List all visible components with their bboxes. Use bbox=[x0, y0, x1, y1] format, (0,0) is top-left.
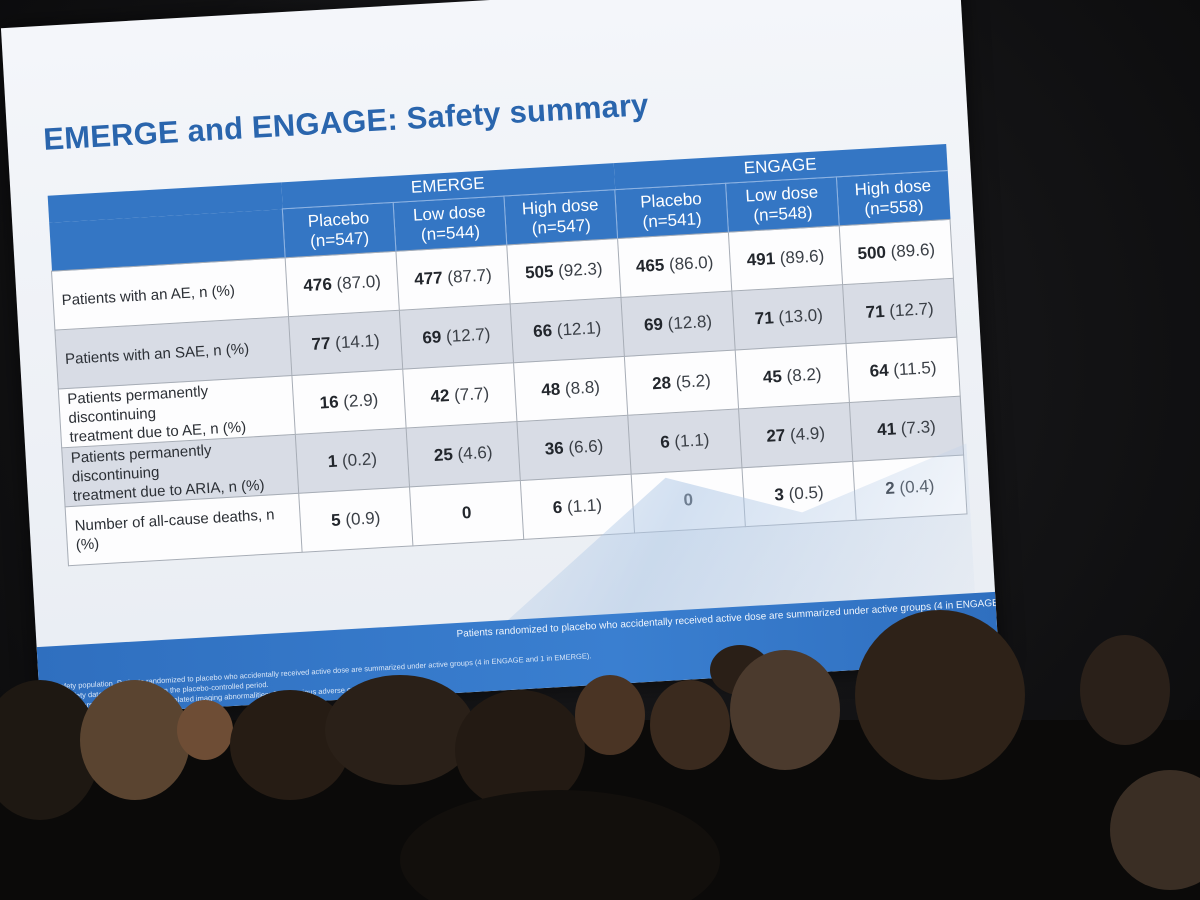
table-cell: 66 (12.1) bbox=[510, 297, 625, 363]
column-header: Low dose (n=548) bbox=[725, 176, 840, 233]
table-cell: 491 (89.6) bbox=[728, 225, 843, 292]
column-header: Low dose (n=544) bbox=[393, 196, 507, 252]
table-cell: 69 (12.8) bbox=[620, 291, 736, 357]
table-cell: 27 (4.9) bbox=[738, 402, 853, 468]
table-cell: 25 (4.6) bbox=[406, 421, 521, 487]
table-cell: 6 (1.1) bbox=[627, 408, 742, 475]
column-header: Placebo (n=541) bbox=[614, 183, 729, 239]
column-header: High dose (n=558) bbox=[836, 170, 951, 226]
column-header: Placebo (n=547) bbox=[282, 202, 396, 258]
table-cell: 77 (14.1) bbox=[288, 310, 403, 376]
column-header: High dose (n=547) bbox=[503, 189, 618, 245]
presentation-slide: EMERGE and ENGAGE: Safety summary EMERGE… bbox=[0, 0, 1000, 718]
table-cell: 500 (89.6) bbox=[839, 219, 954, 285]
table-cell: 42 (7.7) bbox=[402, 362, 517, 429]
table-cell: 64 (11.5) bbox=[845, 337, 961, 403]
table-cell: 465 (86.0) bbox=[617, 232, 732, 298]
table-cell: 45 (8.2) bbox=[735, 343, 850, 409]
table-cell: 477 (87.7) bbox=[395, 244, 511, 311]
row-label: Number of all-cause deaths, n (%) bbox=[65, 493, 303, 566]
table-cell: 505 (92.3) bbox=[506, 238, 621, 304]
table-cell: 5 (0.9) bbox=[298, 486, 413, 553]
table-cell: 41 (7.3) bbox=[849, 396, 964, 462]
table-cell: 28 (5.2) bbox=[624, 349, 739, 416]
table-cell: 16 (2.9) bbox=[291, 369, 407, 435]
table-cell: 0 bbox=[409, 480, 524, 546]
table-cell: 48 (8.8) bbox=[513, 356, 628, 422]
table-cell: 1 (0.2) bbox=[295, 428, 410, 494]
table-cell: 476 (87.0) bbox=[285, 251, 400, 317]
table-cell: 71 (12.7) bbox=[842, 278, 957, 344]
table-cell: 71 (13.0) bbox=[731, 284, 846, 350]
table-cell: 69 (12.7) bbox=[399, 303, 514, 370]
slide-title: EMERGE and ENGAGE: Safety summary bbox=[42, 87, 650, 157]
table-cell: 36 (6.6) bbox=[516, 415, 632, 481]
